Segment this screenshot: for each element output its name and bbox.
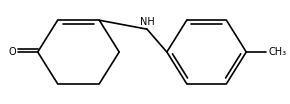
Text: NH: NH (139, 17, 154, 27)
Text: O: O (8, 47, 16, 57)
Text: CH₃: CH₃ (268, 47, 286, 57)
